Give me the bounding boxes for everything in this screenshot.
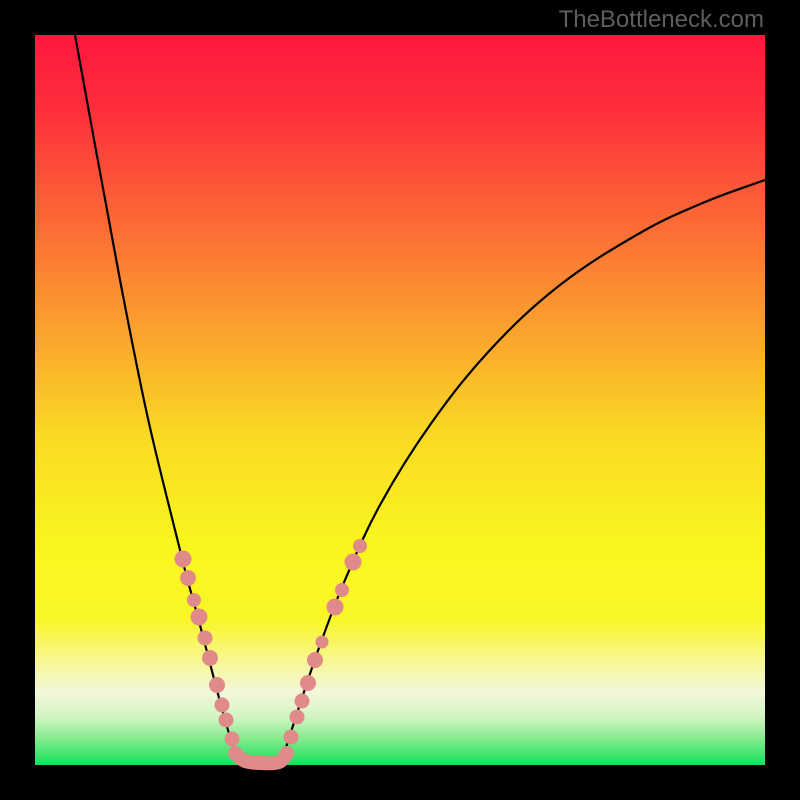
left-curve: [75, 35, 239, 757]
left-bead-5: [202, 650, 218, 666]
right-bead-7: [335, 583, 349, 597]
right-bead-9: [353, 539, 367, 553]
right-bead-2: [295, 694, 310, 709]
right-curve: [283, 180, 765, 757]
watermark-text: TheBottleneck.com: [559, 6, 764, 34]
vertex-bead-stroke: [235, 753, 287, 763]
right-bead-6: [327, 599, 344, 616]
left-bead-0: [175, 551, 192, 568]
right-bead-8: [345, 554, 362, 571]
left-bead-3: [191, 609, 208, 626]
left-bead-8: [219, 713, 234, 728]
right-bead-3: [300, 675, 316, 691]
plot-area: [35, 35, 765, 765]
outer-frame: TheBottleneck.com: [0, 0, 800, 800]
right-bead-0: [284, 730, 299, 745]
left-bead-9: [225, 732, 240, 747]
right-bead-1: [290, 710, 305, 725]
left-bead-4: [198, 631, 213, 646]
right-bead-4: [307, 652, 323, 668]
left-bead-2: [187, 593, 201, 607]
right-bead-5: [316, 636, 329, 649]
left-bead-6: [209, 677, 225, 693]
left-bead-1: [180, 570, 196, 586]
left-bead-7: [215, 698, 230, 713]
chart-svg: [35, 35, 765, 765]
